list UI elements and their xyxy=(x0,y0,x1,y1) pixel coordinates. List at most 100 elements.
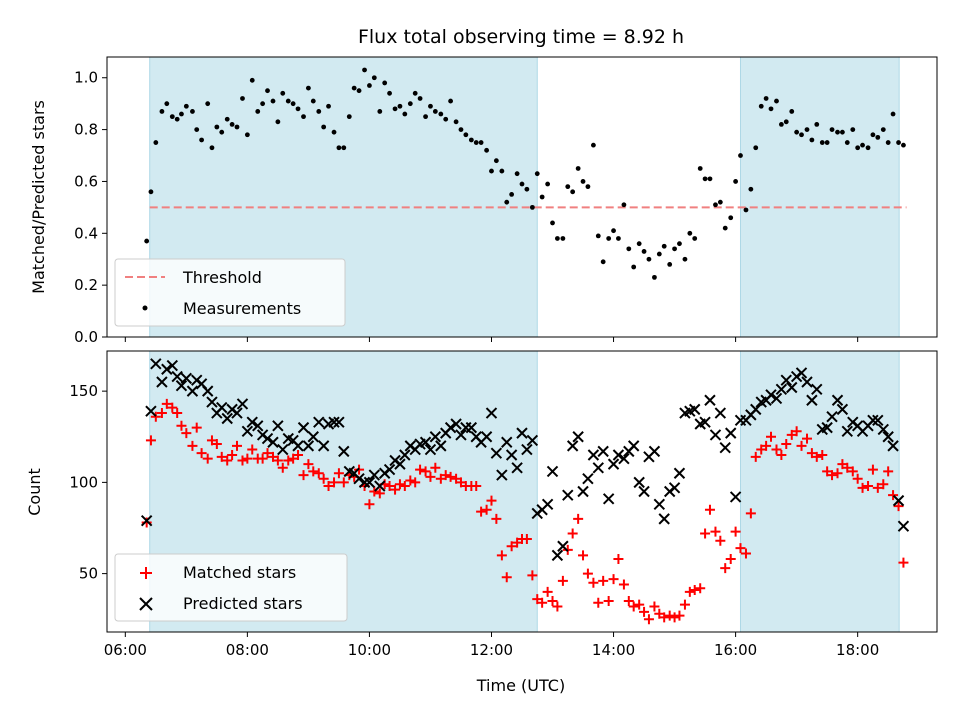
predicted-point xyxy=(368,469,381,481)
legend-measurements-swatch xyxy=(142,305,148,311)
matched-point xyxy=(552,601,563,612)
matched-point xyxy=(145,435,156,446)
matched-point xyxy=(878,479,889,490)
measurement-point xyxy=(362,67,367,73)
matched-point xyxy=(527,570,538,581)
measurement-point xyxy=(346,114,352,120)
matched-point xyxy=(141,517,152,528)
measurement-point xyxy=(432,109,438,114)
measurement-point xyxy=(336,145,342,151)
measurement-point xyxy=(626,246,632,252)
predicted-point xyxy=(161,363,173,375)
measurement-point xyxy=(794,129,800,135)
measurement-point xyxy=(722,225,728,231)
measurement-point xyxy=(493,158,499,164)
measurement-point xyxy=(356,88,362,94)
legend-measurements-label: Measurements xyxy=(183,299,301,318)
predicted-point xyxy=(374,480,386,492)
matched-point xyxy=(811,451,822,462)
measurement-point xyxy=(738,153,743,158)
matched-point xyxy=(277,462,288,473)
measurement-point xyxy=(190,109,195,114)
matched-point xyxy=(781,439,792,450)
measurement-point xyxy=(580,179,586,184)
measurement-point xyxy=(600,259,606,265)
axes-frame xyxy=(106,350,938,633)
predicted-point xyxy=(699,416,711,428)
measurement-point xyxy=(377,109,383,114)
predicted-point xyxy=(750,403,762,416)
measurement-point xyxy=(260,101,266,107)
predicted-point xyxy=(241,425,254,437)
matched-point xyxy=(867,464,878,475)
measurement-point xyxy=(478,140,484,145)
matched-point xyxy=(740,548,751,559)
ratio-legend-box xyxy=(114,258,346,327)
predicted-point xyxy=(429,431,442,443)
measurement-point xyxy=(865,145,871,151)
legend-matched-label: Matched stars xyxy=(183,563,296,582)
matched-point xyxy=(613,554,624,565)
measurement-point xyxy=(224,116,230,122)
predicted-point xyxy=(277,443,289,456)
matched-point xyxy=(700,528,711,539)
measurement-point xyxy=(880,127,886,132)
matched-point xyxy=(817,450,828,461)
predicted-point xyxy=(399,449,411,461)
matched-point xyxy=(211,439,222,450)
x-tick-label: 12:00 xyxy=(470,641,513,659)
measurement-point xyxy=(570,189,576,195)
matched-point xyxy=(202,453,213,464)
predicted-point xyxy=(272,420,284,432)
measurement-point xyxy=(875,134,881,140)
matched-point xyxy=(776,450,787,461)
measurement-point xyxy=(850,127,856,132)
predicted-point xyxy=(607,458,620,470)
matched-point xyxy=(222,455,233,466)
measurement-point xyxy=(560,236,566,241)
matched-point xyxy=(863,481,874,492)
matched-point xyxy=(242,453,253,464)
matched-point xyxy=(156,408,167,419)
count-y-axis-label: Count xyxy=(25,468,44,516)
matched-point xyxy=(323,481,334,492)
predicted-point xyxy=(633,476,645,489)
measurement-point xyxy=(473,140,479,145)
measurement-point xyxy=(438,111,444,117)
x-tick-label: 14:00 xyxy=(592,641,635,659)
measurement-point xyxy=(636,241,642,247)
measurement-point xyxy=(748,186,754,192)
matched-point xyxy=(481,504,492,515)
matched-point xyxy=(338,477,349,488)
predicted-point xyxy=(867,414,879,427)
measurement-point xyxy=(249,77,255,83)
matched-point xyxy=(639,606,650,617)
predicted-point xyxy=(201,385,214,397)
measurement-point xyxy=(692,236,698,241)
measurement-point xyxy=(504,199,510,205)
measurement-point xyxy=(824,140,830,145)
measurement-point xyxy=(855,145,861,151)
measurement-point xyxy=(896,140,901,145)
measurement-point xyxy=(169,114,175,120)
measurement-point xyxy=(509,192,515,197)
measurement-point xyxy=(387,90,392,96)
measurement-point xyxy=(285,98,291,104)
matched-point xyxy=(720,563,731,574)
predicted-point xyxy=(297,421,310,434)
measurement-point xyxy=(667,262,673,267)
predicted-point xyxy=(180,372,193,385)
predicted-point xyxy=(887,440,899,452)
predicted-point xyxy=(627,440,640,452)
predicted-point xyxy=(511,462,523,474)
matched-point xyxy=(394,479,405,490)
measurement-point xyxy=(321,124,327,130)
matched-point xyxy=(293,450,304,461)
matched-point xyxy=(237,455,248,466)
matched-point xyxy=(857,482,868,493)
predicted-point xyxy=(546,465,559,478)
measurement-point xyxy=(585,184,591,190)
measurement-point xyxy=(646,256,652,262)
predicted-point xyxy=(780,374,792,386)
matched-point xyxy=(187,440,198,451)
